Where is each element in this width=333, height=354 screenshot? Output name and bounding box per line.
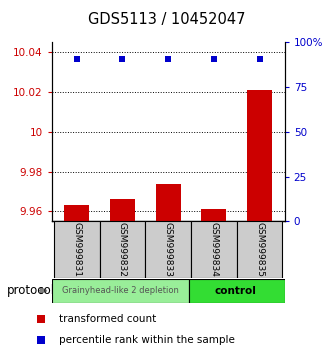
- Text: GSM999835: GSM999835: [255, 222, 264, 277]
- Bar: [247, 90, 272, 221]
- Text: GDS5113 / 10452047: GDS5113 / 10452047: [88, 12, 245, 27]
- Text: GSM999833: GSM999833: [164, 222, 173, 277]
- Text: GSM999834: GSM999834: [209, 222, 218, 277]
- Bar: [64, 205, 89, 221]
- Bar: [201, 209, 226, 221]
- Bar: [54, 221, 100, 278]
- Bar: [191, 221, 237, 278]
- Bar: [110, 199, 135, 221]
- Text: control: control: [215, 286, 257, 296]
- Text: Grainyhead-like 2 depletion: Grainyhead-like 2 depletion: [62, 286, 178, 295]
- Text: GSM999832: GSM999832: [118, 222, 127, 277]
- Bar: [237, 221, 282, 278]
- Bar: [100, 221, 145, 278]
- Text: GSM999831: GSM999831: [72, 222, 81, 277]
- Bar: [156, 183, 181, 221]
- Bar: [189, 279, 285, 303]
- Text: protocol: protocol: [7, 284, 55, 297]
- Text: transformed count: transformed count: [59, 314, 156, 324]
- Bar: [52, 279, 189, 303]
- Text: percentile rank within the sample: percentile rank within the sample: [59, 335, 235, 345]
- Bar: [145, 221, 191, 278]
